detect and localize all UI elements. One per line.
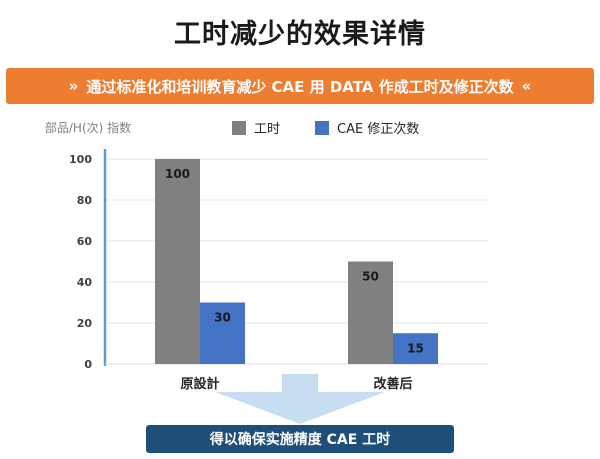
banner-text: 通过标准化和培训教育减少 CAE 用 DATA 作成工时及修正次数	[86, 77, 514, 96]
y-tick-label: 60	[77, 235, 93, 248]
summary-banner: » 通过标准化和培训教育减少 CAE 用 DATA 作成工时及修正次数 «	[6, 68, 594, 104]
legend-swatch	[232, 121, 246, 135]
banner-right-mark: «	[521, 77, 532, 95]
x-tick-label: 原設計	[180, 376, 219, 392]
x-tick-label: 改善后	[373, 376, 412, 392]
data-label: 100	[165, 167, 190, 181]
data-label: 50	[362, 270, 379, 284]
down-arrow-icon	[215, 374, 385, 424]
bar-chart: 0 20 40 60 80 100 部品/H(次) 指数 工时 CAE 修正次数 100 30 原設計…	[45, 120, 488, 424]
bar	[348, 261, 393, 364]
footer-conclusion: 得以确保实施精度 CAE 工时	[146, 425, 454, 453]
y-tick-label: 100	[69, 153, 92, 166]
data-label: 30	[214, 311, 231, 325]
bar	[155, 159, 200, 364]
legend-label: 工时	[254, 122, 280, 137]
y-axis-label: 部品/H(次) 指数	[45, 120, 131, 135]
page-title: 工时减少的效果详情	[174, 19, 426, 50]
legend-swatch	[315, 121, 329, 135]
y-tick-label: 20	[77, 317, 93, 330]
legend-label: CAE 修正次数	[337, 121, 419, 137]
y-tick-label: 0	[84, 358, 92, 371]
bar	[393, 333, 438, 364]
bar	[200, 302, 245, 364]
banner-left-mark: »	[68, 77, 79, 95]
y-tick-label: 80	[77, 194, 93, 207]
data-label: 15	[407, 341, 424, 355]
y-tick-label: 40	[77, 276, 93, 289]
